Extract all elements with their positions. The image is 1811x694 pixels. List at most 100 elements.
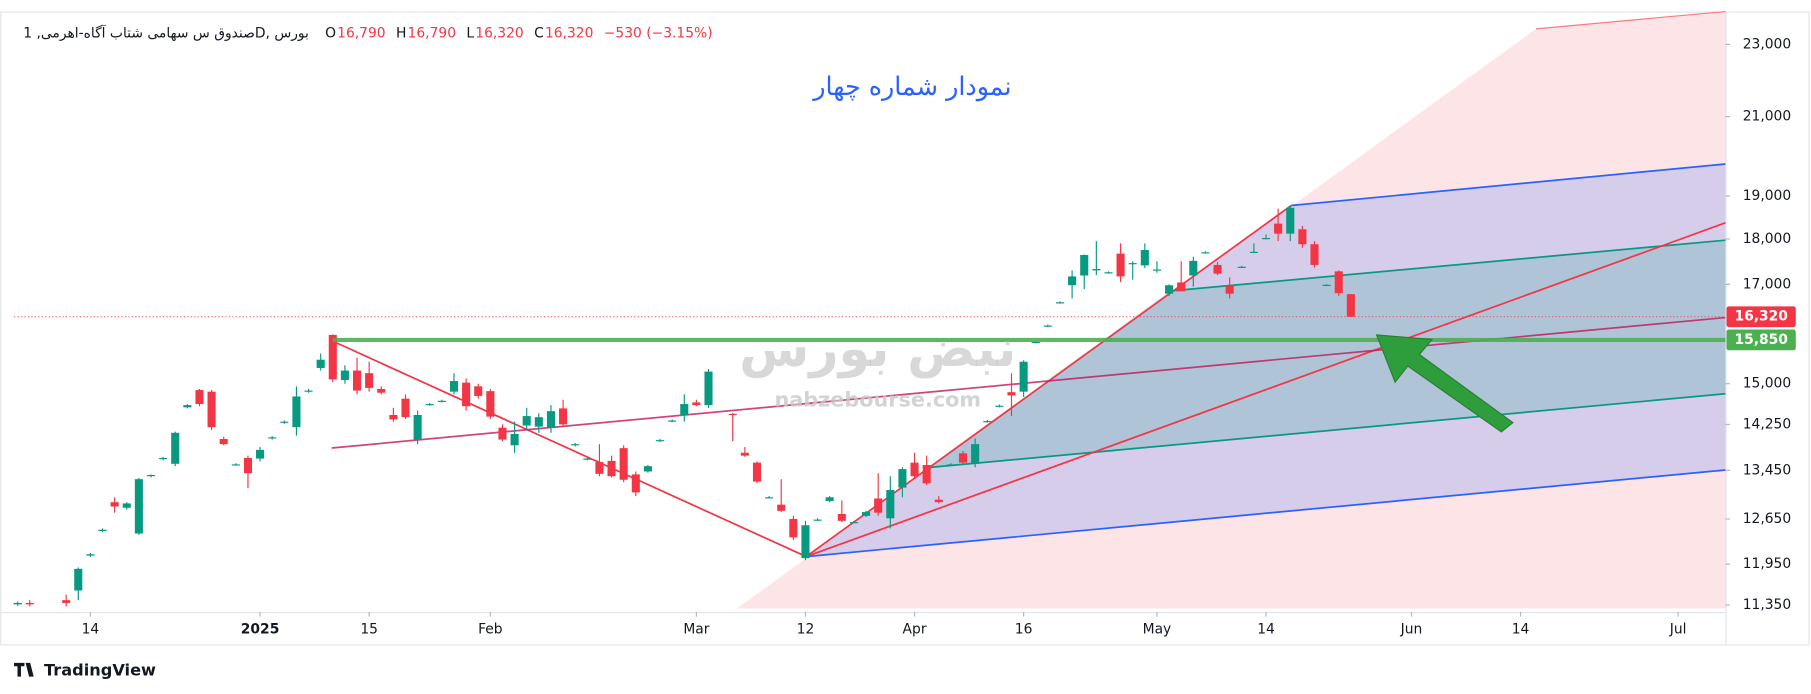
candle-body <box>1080 254 1089 276</box>
x-tick-label: 16 <box>1015 621 1033 637</box>
candle-body <box>655 440 665 442</box>
price-label-box <box>1726 329 1796 351</box>
candle-body <box>874 498 883 513</box>
candle-body <box>110 502 119 507</box>
candle-body <box>243 457 252 474</box>
legend-high: 16,790 <box>408 25 456 41</box>
candle-body <box>1140 250 1149 266</box>
pitchfork-inner-upper <box>1169 239 1726 292</box>
candle-body <box>474 386 483 396</box>
candle-body <box>401 398 410 418</box>
candle-body <box>1346 294 1355 317</box>
legend-l-label: L <box>466 25 474 41</box>
legend-open: 16,790 <box>337 25 385 41</box>
y-tick-label: 11,950 <box>1743 556 1791 572</box>
candle-body <box>171 432 180 464</box>
candle-body <box>1298 229 1307 245</box>
drawings <box>331 10 1726 609</box>
legend-h-label: H <box>396 25 406 41</box>
price-label-box <box>1726 306 1796 328</box>
y-tick-label: 23,000 <box>1743 36 1791 52</box>
candle-body <box>704 371 713 406</box>
candle-body <box>1334 271 1343 294</box>
candle-body <box>559 408 568 425</box>
legend-close: 16,320 <box>545 25 593 41</box>
brand: TradingView <box>44 660 156 679</box>
candle-body <box>377 388 386 393</box>
y-tick-label: 17,000 <box>1743 276 1791 292</box>
x-tick-label: Jul <box>1669 621 1687 637</box>
y-tick-label: 15,000 <box>1743 376 1791 392</box>
price-label: 16,320 <box>1734 309 1787 325</box>
candle-body <box>231 464 240 466</box>
candle-body <box>304 390 313 392</box>
candle-body <box>1007 392 1016 396</box>
candle-body <box>1116 253 1125 277</box>
symbol: صندوق س سهامی شتاب آگاه-اهرمی, 1D, بورس <box>23 24 309 41</box>
candle-body <box>643 466 652 472</box>
marks <box>13 205 1726 607</box>
candle-body <box>910 462 919 477</box>
candle-body <box>1225 285 1234 294</box>
candle-body <box>680 404 689 415</box>
candle-body <box>365 373 374 388</box>
candle-body <box>195 390 204 405</box>
candle-body <box>801 525 810 559</box>
legend-change: −530 (−3.15%) <box>604 25 713 41</box>
y-tick-label: 19,000 <box>1743 188 1791 204</box>
arrow <box>1375 334 1514 433</box>
median-line <box>805 222 1726 558</box>
watermark: نبض بورس <box>739 319 1016 379</box>
y-tick-label: 12,650 <box>1743 511 1791 527</box>
candle-body <box>1104 272 1113 274</box>
candle-body <box>1055 302 1065 304</box>
candle-body <box>1249 251 1258 253</box>
x-tick-label: Jun <box>1400 621 1423 637</box>
y-tick-label: 13,450 <box>1743 462 1791 478</box>
candle-body <box>971 444 980 464</box>
candle-body <box>789 518 798 538</box>
candle-body <box>983 421 992 423</box>
candle-body <box>934 499 943 503</box>
pitchfork-inner-lower <box>927 392 1726 469</box>
candle-body <box>668 420 677 422</box>
candle-body <box>825 497 834 501</box>
candle-body <box>268 437 277 439</box>
fan-line <box>1535 10 1726 30</box>
candle-body <box>389 414 398 420</box>
candle-body <box>1019 361 1028 392</box>
y-tick-label: 11,350 <box>1743 597 1791 613</box>
candle-body <box>449 381 459 392</box>
x-tick-label: 14 <box>1257 621 1275 637</box>
candle-body <box>219 439 228 445</box>
candle-body <box>1201 252 1210 254</box>
candle-body <box>183 405 192 408</box>
legend-o-label: O <box>325 25 336 41</box>
candle-body <box>1213 264 1222 274</box>
candle-body <box>995 405 1004 407</box>
candle-body <box>1286 207 1295 234</box>
x-tick-label: Mar <box>683 621 709 637</box>
x-tick-label: 15 <box>360 621 378 637</box>
candle-body <box>849 522 858 524</box>
candle-body <box>146 475 156 477</box>
candle-body <box>256 449 265 459</box>
candle-body <box>413 414 422 440</box>
candle-body <box>837 513 846 521</box>
x-tick-label: May <box>1143 621 1172 637</box>
candle-body <box>498 427 507 440</box>
annotation: نمودار شماره چهار <box>811 71 1011 102</box>
x-tick-label: Apr <box>903 621 927 637</box>
candle-body <box>1177 282 1186 292</box>
candle-body <box>1092 269 1101 271</box>
y-tick-label: 18,000 <box>1743 231 1791 247</box>
candle-body <box>86 554 95 556</box>
candle-body <box>425 404 434 406</box>
candle-body <box>280 421 289 423</box>
candle-body <box>486 391 495 417</box>
candle-body <box>740 452 749 456</box>
candle-body <box>595 462 604 474</box>
frame <box>0 11 1810 646</box>
candle-body <box>1261 238 1271 240</box>
candle-body <box>886 489 895 519</box>
